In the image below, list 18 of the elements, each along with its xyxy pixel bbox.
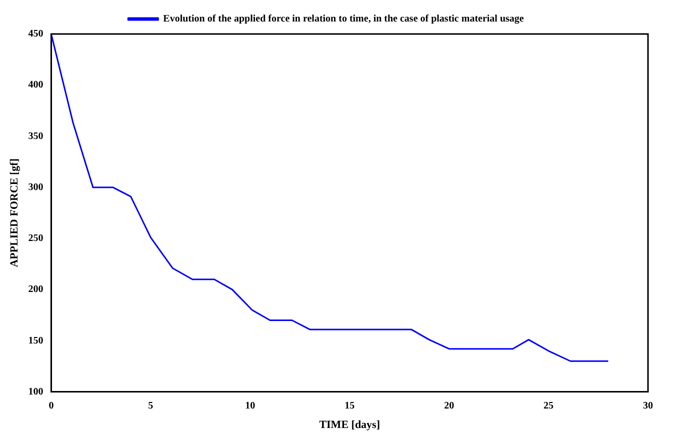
y-tick-label: 450 [28,28,44,40]
x-tick-label: 25 [544,400,554,412]
x-tick-label: 30 [643,400,653,412]
y-axis-title: APPLIED FORCE [gf] [8,158,20,268]
y-tick-label: 350 [28,130,44,142]
y-tick-label: 300 [28,182,44,193]
x-tick-label: 5 [148,400,154,412]
y-tick-label: 150 [28,335,44,346]
y-tick-label: 400 [28,80,44,91]
y-tick-label: 200 [28,284,44,296]
x-tick-label: 20 [444,400,454,412]
x-tick-label: 0 [48,400,54,412]
legend-label: Evolution of the applied force in relation to time, in the case of plastic material usage [163,14,524,25]
x-tick-label: 10 [245,400,256,412]
y-tick-label: 100 [28,386,44,398]
y-tick-label: 250 [28,233,44,244]
x-axis-title: TIME [days] [319,419,380,432]
x-tick-label: 15 [344,400,355,412]
